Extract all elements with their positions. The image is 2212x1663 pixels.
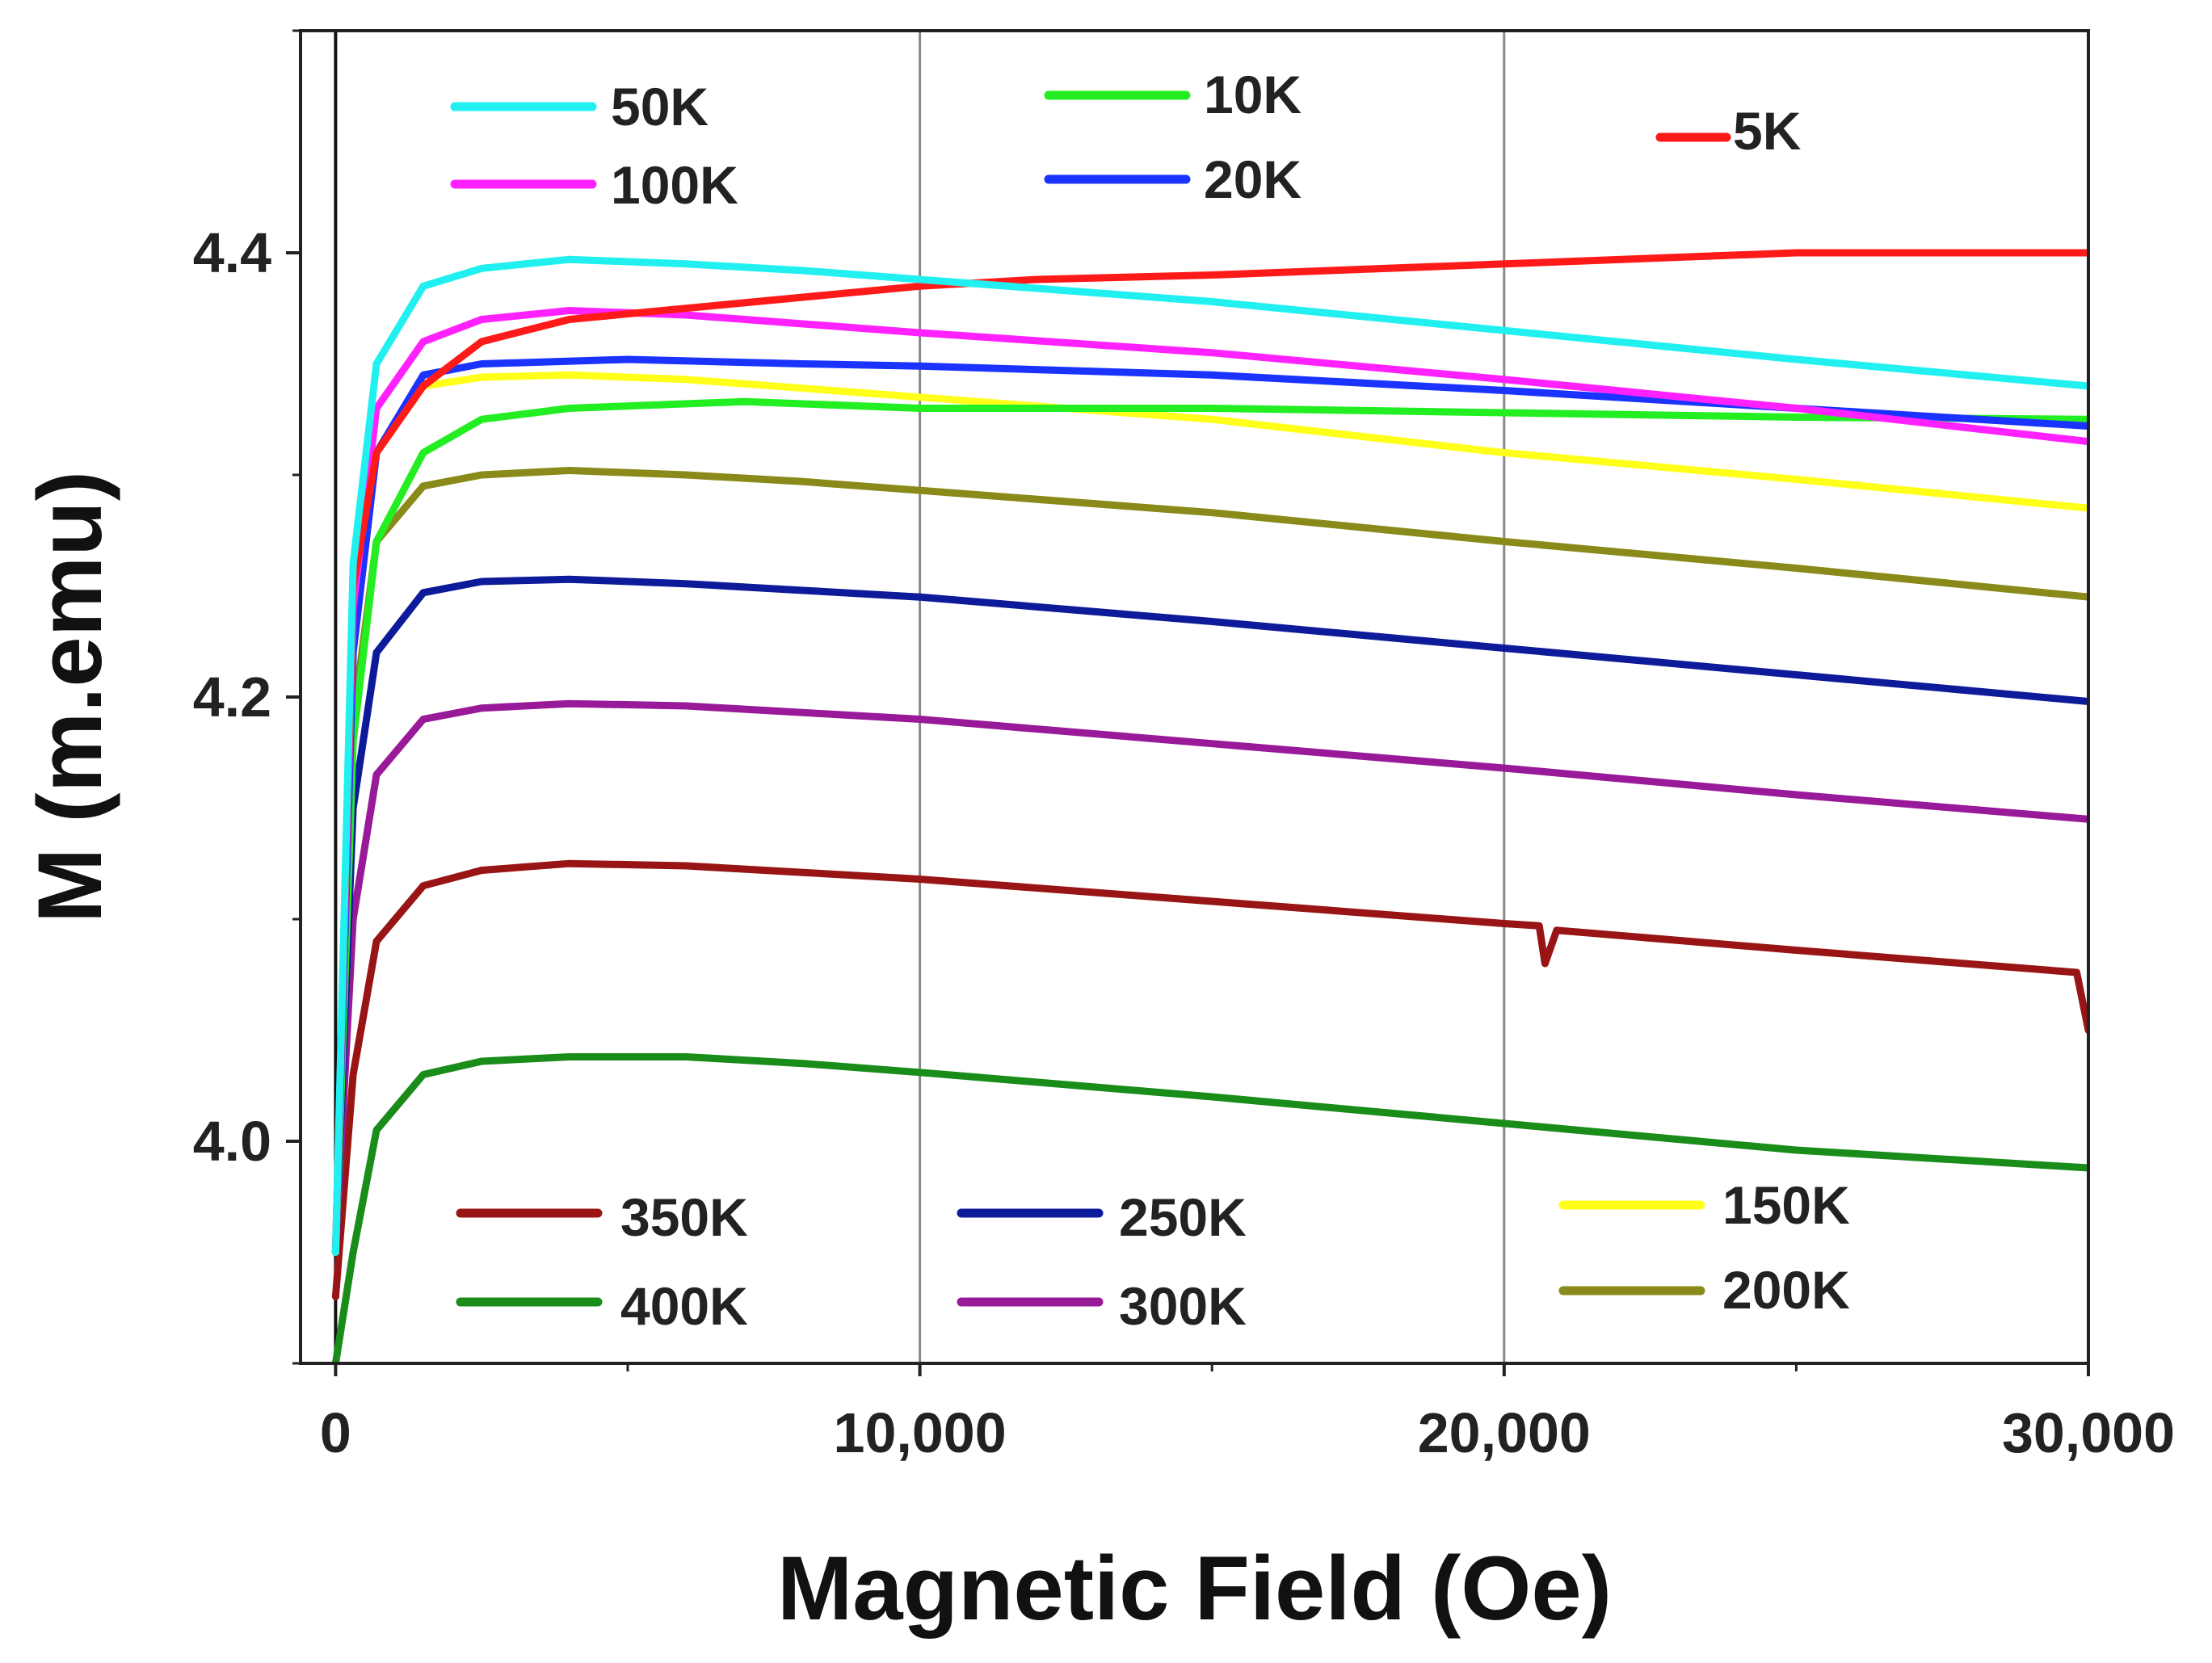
series-line-10K <box>331 397 2088 1256</box>
x-tick-label: 20,000 <box>1418 1401 1591 1464</box>
series-line-250K <box>331 575 2088 1256</box>
legend: 50K 100K 10K 20K 5K 350K 400K 250K 300K 150K 200K <box>450 65 1850 1336</box>
y-tick-label: 4.0 <box>193 1110 271 1173</box>
legend-label-100K: 100K <box>611 155 738 215</box>
series-line-150K <box>331 371 2088 1256</box>
series-line-300K <box>331 699 2088 1256</box>
legend-label-150K: 150K <box>1722 1175 1850 1235</box>
y-tick-label: 4.4 <box>193 221 271 284</box>
series-group <box>331 249 2088 1363</box>
x-tick-label: 10,000 <box>834 1401 1007 1464</box>
grid-lines <box>919 31 1506 1363</box>
legend-label-350K: 350K <box>620 1187 748 1247</box>
series-line-50K <box>331 255 2088 1256</box>
series-line-100K <box>331 307 2088 1256</box>
series-line-20K <box>331 355 2088 1256</box>
y-axis-title: M (m.emu) <box>19 471 120 923</box>
legend-label-5K: 5K <box>1733 101 1802 161</box>
legend-label-200K: 200K <box>1722 1260 1850 1320</box>
series-line-350K <box>331 859 2088 1300</box>
x-tick-label: 0 <box>320 1401 351 1464</box>
series-line-400K <box>331 1053 2088 1363</box>
legend-label-250K: 250K <box>1119 1187 1247 1247</box>
series-line-5K <box>331 249 2088 1256</box>
legend-label-300K: 300K <box>1119 1276 1247 1336</box>
plot-frame <box>299 29 2090 1365</box>
legend-label-20K: 20K <box>1204 149 1302 209</box>
legend-label-400K: 400K <box>620 1276 748 1336</box>
axes: 0 10,000 20,000 30,000 4.0 4.2 4.4 <box>193 29 2175 1464</box>
y-tick-label: 4.2 <box>193 666 271 729</box>
legend-label-50K: 50K <box>611 77 709 136</box>
legend-label-10K: 10K <box>1204 65 1302 124</box>
x-axis-title: Magnetic Field (Oe) <box>777 1538 1612 1639</box>
x-tick-label: 30,000 <box>2002 1401 2175 1464</box>
